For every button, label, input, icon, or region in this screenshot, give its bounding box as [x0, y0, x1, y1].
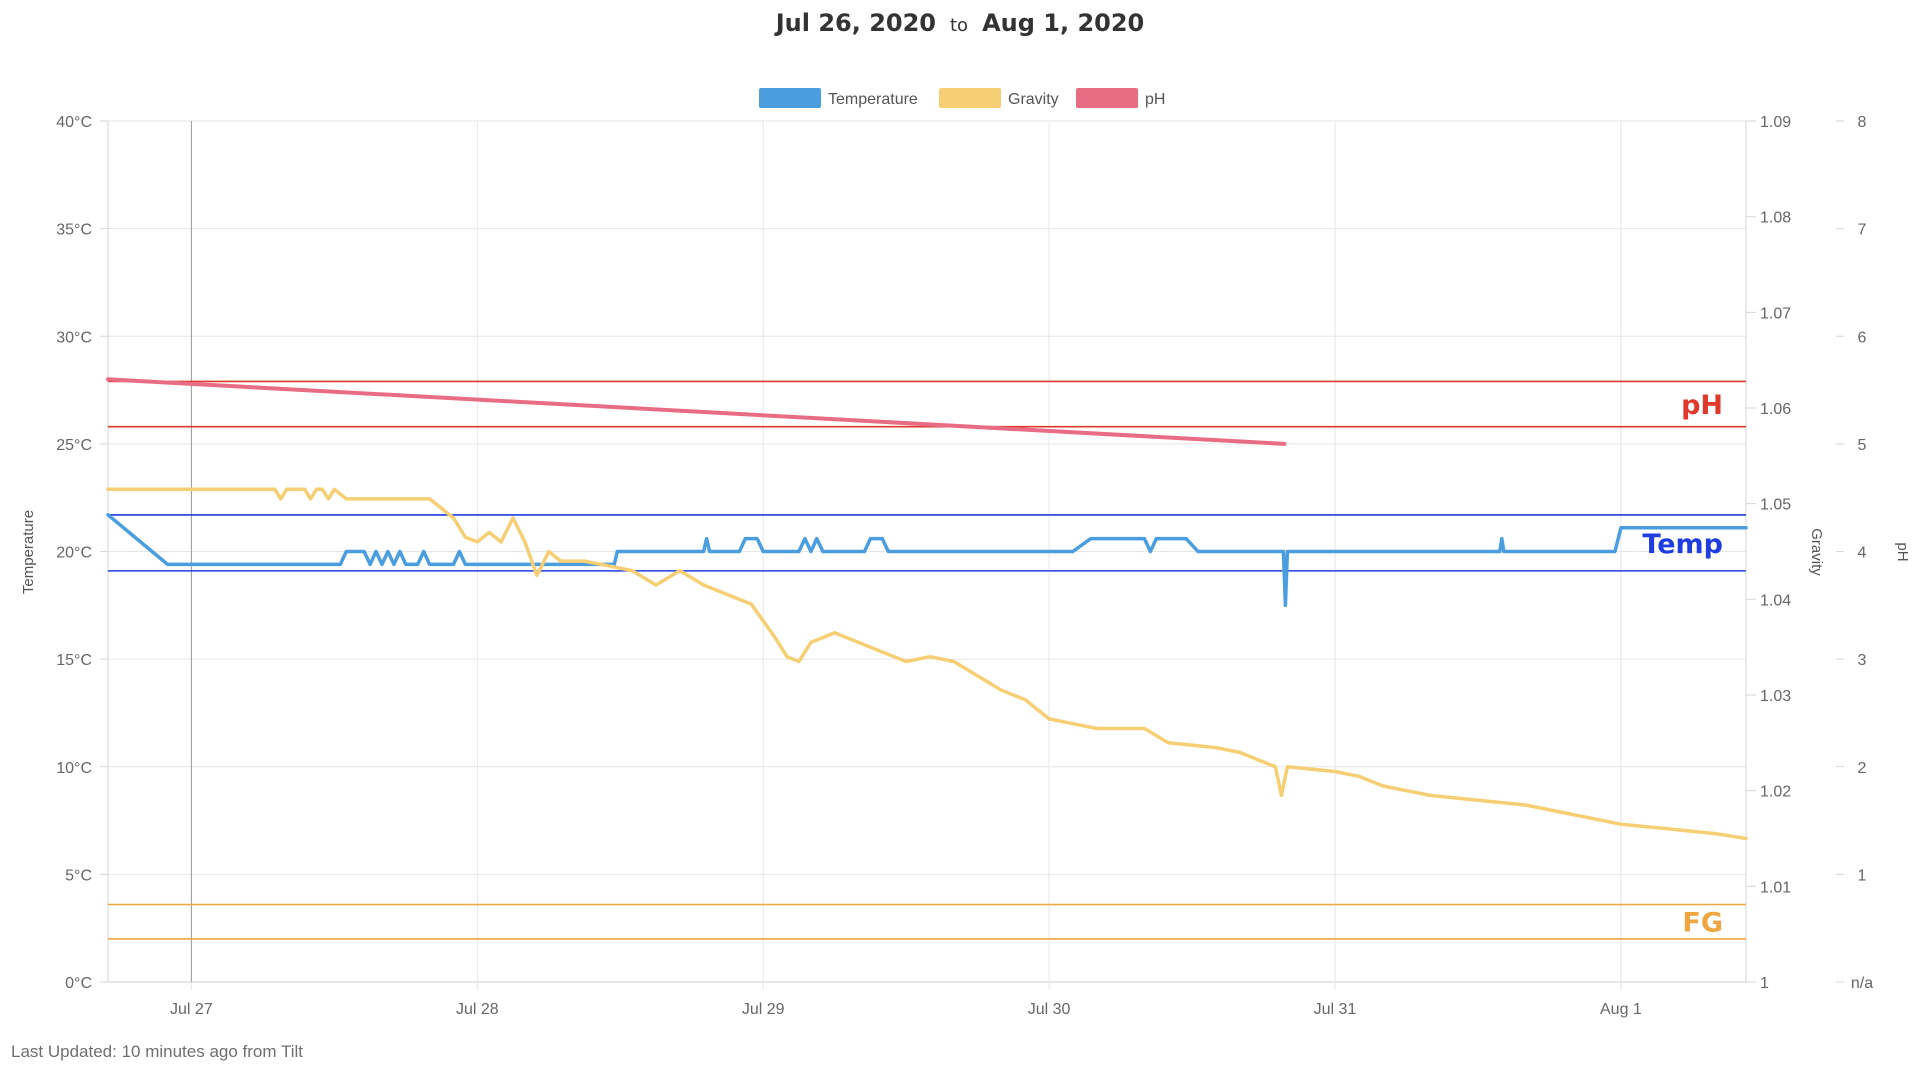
- temperature-tick-label: 15°C: [56, 652, 92, 669]
- gravity-tick-label: 1.09: [1760, 114, 1791, 131]
- gravity-tick-label: 1.08: [1760, 210, 1791, 227]
- temperature-tick-label: 30°C: [56, 329, 92, 346]
- gravity-tick-label: 1.06: [1760, 401, 1791, 418]
- band-label-temp: Temp: [1642, 529, 1723, 560]
- series-line-gravity: [106, 487, 1748, 841]
- gravity-tick-label: 1.01: [1760, 879, 1791, 896]
- x-tick-label: Aug 1: [1600, 1001, 1642, 1018]
- temperature-tick-label: 10°C: [56, 760, 92, 777]
- legend-label-gravity: Gravity: [1008, 91, 1059, 108]
- to-label: to: [950, 15, 969, 36]
- x-tick-label: Jul 29: [742, 1001, 785, 1018]
- legend-swatch-temperature: [759, 88, 821, 108]
- ph-tick-label: 7: [1858, 222, 1867, 239]
- band-label-fg: FG: [1682, 908, 1723, 939]
- gravity-tick-label: 1.02: [1760, 784, 1791, 801]
- chart-title: Jul 26, 2020 to Aug 1, 2020: [0, 9, 1920, 37]
- ph-tick-label: 2: [1858, 760, 1867, 777]
- start-date: Jul 26, 2020: [775, 9, 936, 37]
- temperature-tick-label: 5°C: [65, 867, 92, 884]
- series-line-ph: [106, 377, 1287, 446]
- ph-tick-label: 4: [1858, 545, 1867, 562]
- legend-swatch-gravity: [939, 88, 1001, 108]
- legend-label-ph: pH: [1145, 91, 1165, 108]
- ph-tick-label: 8: [1858, 114, 1867, 131]
- ph-axis-title: pH: [1894, 542, 1911, 561]
- ph-tick-label: 1: [1858, 867, 1867, 884]
- ph-tick-label: n/a: [1851, 975, 1873, 992]
- band-label-ph: pH: [1681, 390, 1723, 421]
- x-tick-label: Jul 27: [170, 1001, 213, 1018]
- temperature-tick-label: 40°C: [56, 114, 92, 131]
- temperature-tick-label: 25°C: [56, 437, 92, 454]
- legend-swatch-ph: [1076, 88, 1138, 108]
- temperature-tick-label: 0°C: [65, 975, 92, 992]
- temperature-tick-label: 35°C: [56, 222, 92, 239]
- ph-tick-label: 6: [1858, 329, 1867, 346]
- ph-tick-label: 5: [1858, 437, 1867, 454]
- gravity-tick-label: 1: [1760, 975, 1769, 992]
- end-date: Aug 1, 2020: [982, 9, 1145, 37]
- gravity-tick-label: 1.03: [1760, 688, 1791, 705]
- x-tick-label: Jul 28: [456, 1001, 499, 1018]
- gravity-axis-title: Gravity: [1808, 528, 1825, 576]
- x-tick-label: Jul 31: [1314, 1001, 1357, 1018]
- series-line-temperature: [106, 513, 1748, 608]
- gravity-tick-label: 1.07: [1760, 305, 1791, 322]
- temperature-axis-title: Temperature: [20, 510, 37, 594]
- gravity-tick-label: 1.04: [1760, 592, 1791, 609]
- legend-label-temperature: Temperature: [828, 91, 918, 108]
- gravity-tick-label: 1.05: [1760, 497, 1791, 514]
- x-tick-label: Jul 30: [1028, 1001, 1071, 1018]
- temperature-tick-label: 20°C: [56, 545, 92, 562]
- ph-tick-label: 3: [1858, 652, 1867, 669]
- last-updated-text: Last Updated: 10 minutes ago from Tilt: [11, 1042, 303, 1061]
